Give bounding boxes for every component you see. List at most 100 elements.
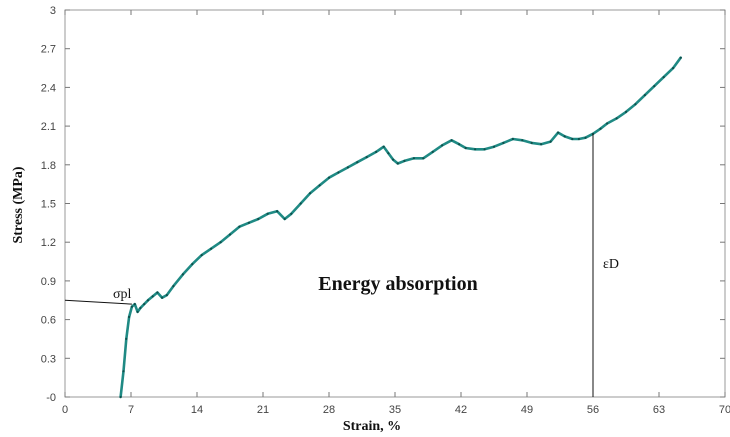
data-point bbox=[156, 291, 159, 294]
x-tick-label: 63 bbox=[653, 404, 665, 416]
y-tick-label: 2.1 bbox=[41, 121, 56, 133]
y-tick-label: 0.9 bbox=[41, 276, 56, 288]
data-series bbox=[119, 56, 683, 399]
data-point bbox=[130, 305, 133, 308]
y-axis-title: Stress (MPa) bbox=[11, 166, 26, 243]
y-tick-label: 1.8 bbox=[41, 160, 56, 172]
annotations bbox=[64, 133, 594, 397]
y-tick-label: -0 bbox=[46, 392, 56, 404]
data-point bbox=[624, 110, 628, 113]
data-point bbox=[219, 241, 222, 244]
energy-absorption-label: Energy absorption bbox=[318, 273, 477, 295]
data-point bbox=[122, 370, 125, 373]
data-point bbox=[606, 122, 609, 125]
y-tick-label: 2.4 bbox=[41, 82, 56, 94]
data-point bbox=[318, 184, 321, 187]
data-point bbox=[161, 296, 164, 299]
data-point bbox=[181, 273, 184, 276]
data-point bbox=[422, 157, 425, 160]
data-point bbox=[299, 202, 302, 205]
data-point bbox=[337, 171, 340, 174]
data-point bbox=[474, 148, 477, 151]
y-tick-label: 2.7 bbox=[41, 44, 56, 56]
data-point bbox=[530, 141, 533, 144]
data-point bbox=[191, 263, 194, 266]
sigma-pl-leader-line bbox=[64, 299, 132, 305]
x-tick-label: 42 bbox=[455, 404, 467, 416]
axis-ticks bbox=[64, 9, 726, 398]
plot-frame bbox=[64, 9, 726, 398]
data-point bbox=[143, 303, 146, 306]
data-point bbox=[634, 103, 637, 106]
x-tick-labels: 0 7 14 21 28 35 42 49 56 63 70 bbox=[62, 404, 730, 416]
data-point bbox=[283, 217, 286, 221]
data-point bbox=[210, 247, 213, 250]
data-point bbox=[502, 141, 505, 144]
data-point bbox=[643, 94, 647, 97]
data-point bbox=[309, 192, 312, 195]
data-point bbox=[464, 146, 467, 150]
data-point bbox=[403, 159, 406, 162]
x-tick-label: 70 bbox=[719, 404, 730, 416]
data-point bbox=[356, 161, 359, 164]
data-point bbox=[396, 162, 399, 165]
eps-d-label: εD bbox=[603, 257, 619, 272]
y-tick-labels: -0 0.3 0.6 0.9 1.2 1.5 1.8 2.1 2.4 2.7 3 bbox=[41, 5, 56, 404]
x-tick-label: 49 bbox=[521, 404, 533, 416]
data-point bbox=[125, 337, 128, 340]
data-point bbox=[458, 143, 461, 146]
data-point bbox=[584, 136, 587, 139]
data-point bbox=[136, 310, 139, 313]
data-point bbox=[653, 85, 656, 88]
y-tick-label: 1.5 bbox=[41, 199, 56, 211]
data-point bbox=[577, 137, 581, 141]
data-point bbox=[382, 145, 385, 148]
data-point bbox=[151, 295, 154, 298]
data-point bbox=[238, 225, 241, 228]
data-point bbox=[247, 221, 250, 224]
data-point bbox=[492, 145, 496, 148]
data-point bbox=[672, 67, 675, 70]
data-point bbox=[133, 303, 136, 306]
data-point bbox=[662, 76, 665, 79]
data-point bbox=[276, 210, 279, 213]
y-tick-label: 1.2 bbox=[41, 237, 56, 249]
data-point bbox=[412, 157, 415, 160]
data-point bbox=[540, 143, 543, 146]
data-point bbox=[450, 139, 453, 142]
y-tick-label: 3 bbox=[50, 5, 56, 17]
y-tick-label: 0.3 bbox=[41, 353, 56, 365]
data-point bbox=[521, 139, 524, 142]
data-point bbox=[290, 212, 293, 215]
data-point bbox=[483, 148, 486, 151]
sigma-pl-label: σpl bbox=[113, 287, 132, 302]
data-point bbox=[257, 217, 260, 221]
data-point bbox=[346, 166, 349, 169]
data-point bbox=[228, 233, 232, 236]
data-point bbox=[599, 127, 602, 130]
data-point bbox=[557, 131, 560, 134]
data-point bbox=[563, 135, 566, 138]
x-tick-label: 14 bbox=[191, 404, 203, 416]
x-tick-label: 56 bbox=[587, 404, 599, 416]
data-point bbox=[146, 299, 150, 302]
x-tick-label: 21 bbox=[257, 404, 269, 416]
data-point bbox=[165, 294, 168, 297]
data-point bbox=[431, 150, 434, 153]
x-tick-label: 7 bbox=[128, 404, 134, 416]
x-axis-title: Strain, % bbox=[343, 419, 401, 434]
data-point bbox=[172, 285, 175, 288]
data-point bbox=[119, 395, 122, 399]
data-point bbox=[591, 132, 595, 135]
data-point bbox=[365, 156, 368, 159]
data-point bbox=[200, 254, 203, 257]
data-point bbox=[679, 56, 682, 59]
x-tick-label: 35 bbox=[389, 404, 401, 416]
x-tick-label: 28 bbox=[323, 404, 335, 416]
y-tick-label: 0.6 bbox=[41, 315, 56, 327]
data-point bbox=[549, 140, 552, 143]
data-point bbox=[511, 137, 514, 141]
data-point bbox=[441, 144, 444, 147]
